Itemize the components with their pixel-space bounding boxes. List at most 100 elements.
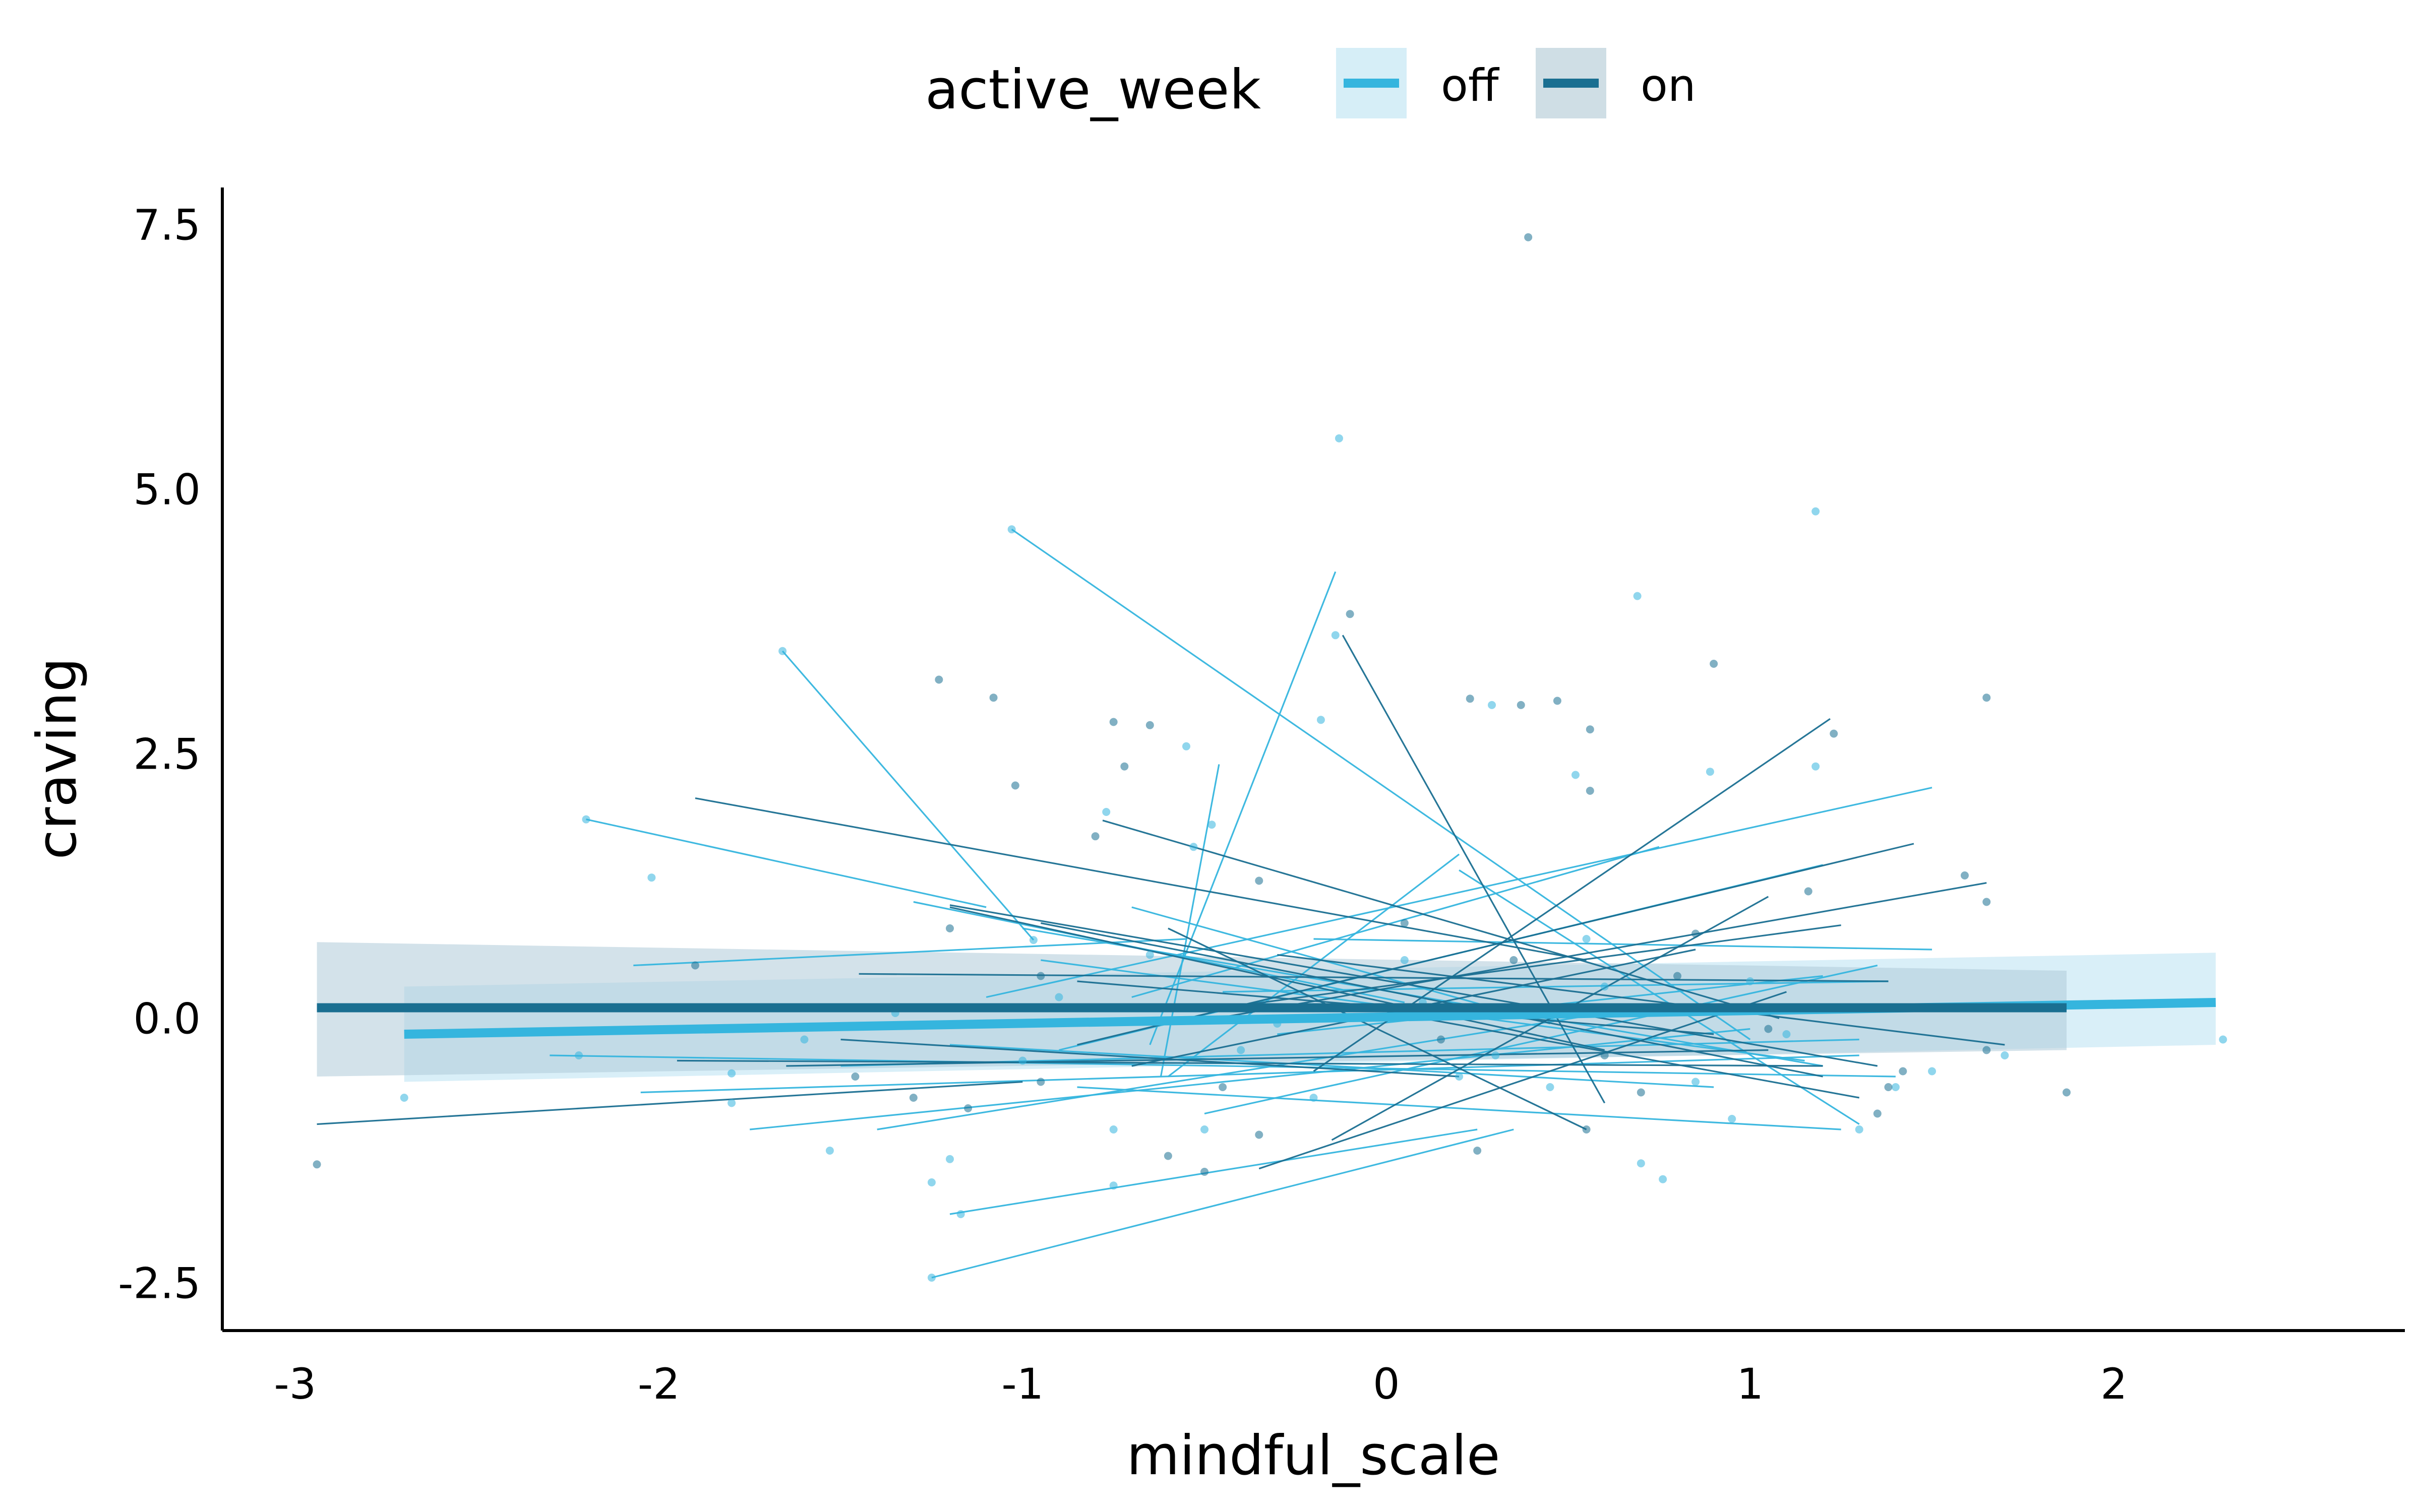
data-point-on bbox=[935, 675, 943, 684]
data-point-off bbox=[1491, 1051, 1500, 1059]
data-point-on bbox=[1553, 697, 1561, 705]
data-point-off bbox=[582, 815, 590, 824]
subject-line-off bbox=[1313, 938, 1932, 951]
data-point-on bbox=[1164, 1152, 1172, 1160]
data-point-off bbox=[1335, 434, 1344, 443]
data-point-on bbox=[1037, 972, 1045, 980]
y-axis-title: craving bbox=[26, 658, 89, 860]
data-point-off bbox=[1582, 935, 1591, 943]
data-point-off bbox=[1029, 936, 1038, 944]
data-point-off bbox=[1055, 993, 1063, 1001]
data-point-on bbox=[1586, 787, 1594, 795]
data-point-on bbox=[1600, 1051, 1609, 1059]
data-point-off bbox=[1455, 1073, 1464, 1081]
subject-line-on bbox=[840, 1038, 1460, 1078]
data-point-on bbox=[1509, 956, 1518, 964]
data-point-on bbox=[1011, 781, 1019, 790]
data-point-off bbox=[1207, 821, 1216, 829]
y-tick-label: 2.5 bbox=[133, 730, 201, 779]
legend-label-on: on bbox=[1641, 59, 1696, 111]
subject-line-on bbox=[859, 973, 1889, 982]
data-point-on bbox=[1109, 718, 1118, 726]
data-point-on bbox=[1466, 695, 1474, 703]
data-point-on bbox=[1091, 832, 1100, 841]
data-point-on bbox=[1637, 1088, 1645, 1097]
subject-line-on bbox=[1422, 1017, 1860, 1099]
subject-line-on bbox=[695, 797, 1587, 961]
data-point-off bbox=[1488, 701, 1496, 709]
data-point-off bbox=[1746, 977, 1754, 985]
data-point-on bbox=[964, 1104, 973, 1112]
subject-line-on bbox=[1277, 954, 2005, 1046]
subject-line-off bbox=[949, 1128, 1478, 1215]
data-point-off bbox=[1237, 1046, 1245, 1054]
subject-line-off bbox=[586, 818, 987, 908]
data-point-off bbox=[1891, 1083, 1900, 1091]
x-tick-label: 2 bbox=[2100, 1359, 2127, 1409]
data-point-off bbox=[927, 1274, 936, 1282]
subject-line-off bbox=[550, 1054, 1896, 1078]
data-point-off bbox=[1659, 1175, 1667, 1183]
data-point-off bbox=[1928, 1067, 1937, 1076]
data-point-on bbox=[851, 1073, 860, 1081]
data-point-off bbox=[1706, 768, 1714, 776]
data-point-on bbox=[1145, 721, 1154, 729]
data-point-off bbox=[1145, 951, 1154, 959]
y-tick-label: -2.5 bbox=[118, 1259, 201, 1308]
data-point-off bbox=[1102, 808, 1111, 816]
legend-label-off: off bbox=[1441, 59, 1500, 111]
data-point-off bbox=[1331, 631, 1340, 640]
data-point-off bbox=[946, 1155, 954, 1163]
data-point-on bbox=[1710, 660, 1718, 668]
data-point-on bbox=[1517, 701, 1525, 709]
data-point-on bbox=[1673, 972, 1681, 980]
data-point-off bbox=[800, 1035, 809, 1044]
data-point-off bbox=[1309, 1094, 1318, 1102]
data-point-on bbox=[1960, 871, 1969, 879]
data-point-off bbox=[778, 647, 787, 655]
data-point-on bbox=[691, 961, 699, 970]
data-point-off bbox=[575, 1051, 583, 1059]
subject-line-off bbox=[986, 787, 1932, 998]
data-point-off bbox=[1200, 1125, 1209, 1133]
data-point-on bbox=[1524, 233, 1533, 241]
data-point-off bbox=[2219, 1035, 2227, 1044]
data-point-on bbox=[1120, 762, 1129, 771]
x-tick-label: 0 bbox=[1373, 1359, 1400, 1409]
data-point-on bbox=[1830, 729, 1838, 738]
data-point-on bbox=[1982, 1046, 1991, 1054]
data-point-off bbox=[647, 873, 656, 882]
data-point-on bbox=[313, 1160, 321, 1169]
data-point-on bbox=[1437, 1035, 1445, 1044]
subject-line-off bbox=[1131, 846, 1660, 998]
data-point-off bbox=[1855, 1125, 1863, 1133]
data-point-on bbox=[1255, 1130, 1263, 1139]
data-point-on bbox=[1346, 610, 1354, 618]
subject-line-off bbox=[1077, 1086, 1841, 1130]
data-point-off bbox=[1400, 956, 1409, 964]
data-point-off bbox=[927, 1178, 936, 1186]
data-point-on bbox=[1804, 887, 1812, 896]
x-tick-label: -2 bbox=[638, 1359, 680, 1409]
subject-line-off bbox=[877, 1012, 1605, 1130]
subject-line-off bbox=[949, 1044, 1714, 1088]
data-point-off bbox=[1811, 507, 1820, 516]
subject-line-off bbox=[931, 1128, 1514, 1279]
subject-line-on bbox=[1222, 924, 1841, 1009]
legend-title: active_week bbox=[925, 58, 1261, 121]
subject-line-on bbox=[317, 1081, 1023, 1125]
x-axis-title: mindful_scale bbox=[1127, 1424, 1500, 1487]
subject-line-on bbox=[1258, 991, 1787, 1170]
data-point-on bbox=[1764, 1025, 1773, 1033]
data-point-on bbox=[2063, 1088, 2071, 1097]
data-point-on bbox=[1982, 898, 1991, 906]
x-tick-label: -1 bbox=[1001, 1359, 1044, 1409]
data-point-on bbox=[946, 924, 954, 932]
data-point-on bbox=[1586, 725, 1594, 734]
data-point-off bbox=[1633, 592, 1642, 600]
subject-line-on bbox=[1186, 882, 1987, 1025]
data-point-on bbox=[989, 694, 998, 702]
subject-line-off bbox=[1167, 853, 1460, 1078]
data-point-off bbox=[1182, 742, 1190, 750]
